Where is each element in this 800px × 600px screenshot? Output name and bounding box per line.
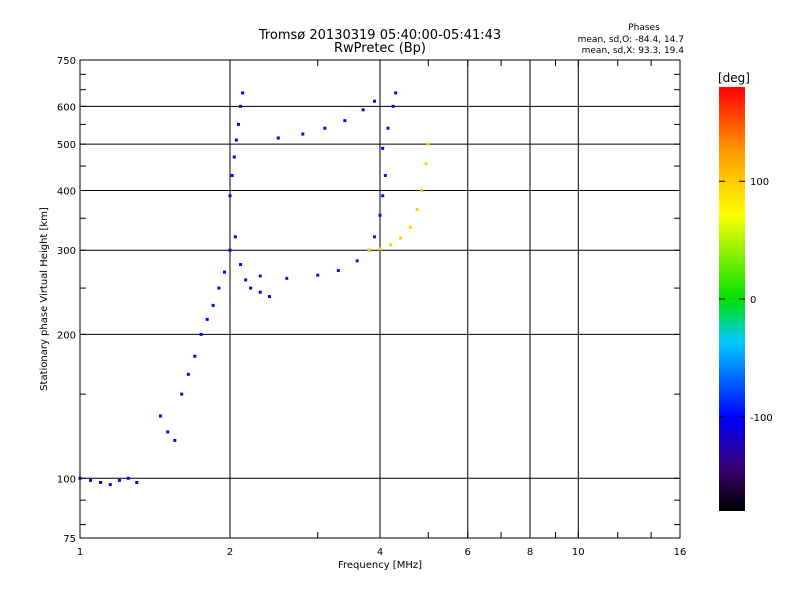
- echo-point: [217, 286, 221, 290]
- echo-point: [424, 162, 428, 166]
- chart-title: Tromsø 20130319 05:40:00-05:41:43: [258, 28, 501, 43]
- x-tick-label: 16: [674, 547, 687, 558]
- x-tick-label: 8: [527, 547, 533, 558]
- y-tick-label: 75: [63, 534, 76, 545]
- echo-point: [236, 122, 240, 126]
- x-tick-label: 6: [465, 547, 471, 558]
- x-tick-label: 4: [377, 547, 383, 558]
- y-tick-label: 200: [57, 330, 76, 341]
- echo-point: [415, 208, 419, 212]
- y-tick-label: 750: [57, 56, 76, 67]
- echo-point: [267, 295, 271, 299]
- y-axis-label: Stationary phase Virtual Height [km]: [39, 207, 50, 391]
- stats-label: Phases: [628, 23, 660, 33]
- echo-point: [367, 248, 371, 252]
- stats-line-o: mean, sd,O: -84.4, 14.7: [578, 35, 684, 45]
- echo-point: [239, 104, 243, 108]
- echo-point: [241, 91, 245, 95]
- colorbar-label: [deg]: [718, 71, 750, 85]
- echo-point: [258, 290, 262, 294]
- echo-point: [420, 188, 424, 192]
- echo-point: [180, 392, 184, 396]
- x-tick-label: 2: [227, 547, 233, 558]
- stats-line-x: mean, sd,X: 93.3, 19.4: [582, 46, 685, 56]
- echo-point: [301, 132, 305, 136]
- y-axis-ticks: 75 100 200 300 400 500 600 750: [57, 56, 680, 545]
- echo-point: [249, 286, 253, 290]
- echo-point: [232, 155, 236, 159]
- echo-point: [205, 317, 209, 321]
- echo-point: [373, 235, 377, 239]
- echo-point: [89, 478, 93, 482]
- echo-point: [361, 108, 365, 112]
- echo-point: [408, 225, 412, 229]
- echo-point: [99, 480, 103, 484]
- chart-subtitle: RwPretec (Bp): [334, 41, 426, 56]
- echo-point: [381, 194, 385, 198]
- echo-point: [244, 278, 248, 282]
- echo-point: [381, 146, 385, 150]
- colorbar-tick-label: 100: [750, 177, 769, 188]
- x-axis-ticks: 1 2 4 6 8 10 16: [77, 60, 687, 558]
- x-axis-label: Frequency [MHz]: [338, 560, 422, 571]
- y-tick-label: 500: [57, 140, 76, 151]
- colorbar-ticks: 100 0 -100: [719, 177, 773, 424]
- echo-point: [383, 173, 387, 177]
- x-tick-label: 10: [572, 547, 585, 558]
- echo-point: [336, 269, 340, 273]
- echo-point: [391, 104, 395, 108]
- echo-point: [158, 414, 162, 418]
- echo-point: [355, 259, 359, 263]
- echo-point: [399, 236, 403, 240]
- x-tick-label: 1: [77, 547, 83, 558]
- echo-point: [316, 273, 320, 277]
- echo-point: [323, 126, 327, 130]
- echo-point: [228, 194, 232, 198]
- grid: [80, 60, 680, 538]
- echo-point: [173, 438, 177, 442]
- y-tick-label: 600: [57, 102, 76, 113]
- echo-point: [108, 483, 112, 487]
- echo-point: [258, 274, 262, 278]
- echo-point: [386, 126, 390, 130]
- colorbar-tick-label: 0: [750, 295, 756, 306]
- echo-point: [186, 372, 190, 376]
- echo-point: [126, 476, 130, 480]
- echo-point: [426, 142, 430, 146]
- echo-point: [378, 213, 382, 217]
- echo-point: [378, 247, 382, 251]
- echo-point: [230, 173, 234, 177]
- echo-point: [389, 243, 393, 247]
- echo-point: [234, 138, 238, 142]
- echo-point: [239, 263, 243, 267]
- echo-point: [223, 270, 227, 274]
- data-points: [78, 91, 430, 487]
- echo-point: [166, 430, 170, 434]
- echo-point: [276, 136, 280, 140]
- echo-point: [117, 478, 121, 482]
- echo-point: [233, 235, 237, 239]
- echo-point: [394, 91, 398, 95]
- echo-point: [343, 119, 347, 123]
- y-tick-label: 300: [57, 246, 76, 257]
- echo-point: [199, 332, 203, 336]
- y-tick-label: 100: [57, 474, 76, 485]
- colorbar-tick-label: -100: [750, 413, 773, 424]
- echo-point: [373, 99, 377, 103]
- y-tick-label: 400: [57, 186, 76, 197]
- echo-point: [193, 354, 197, 358]
- echo-point: [211, 303, 215, 307]
- echo-point: [228, 248, 232, 252]
- echo-point: [135, 480, 139, 484]
- echo-point: [285, 276, 289, 280]
